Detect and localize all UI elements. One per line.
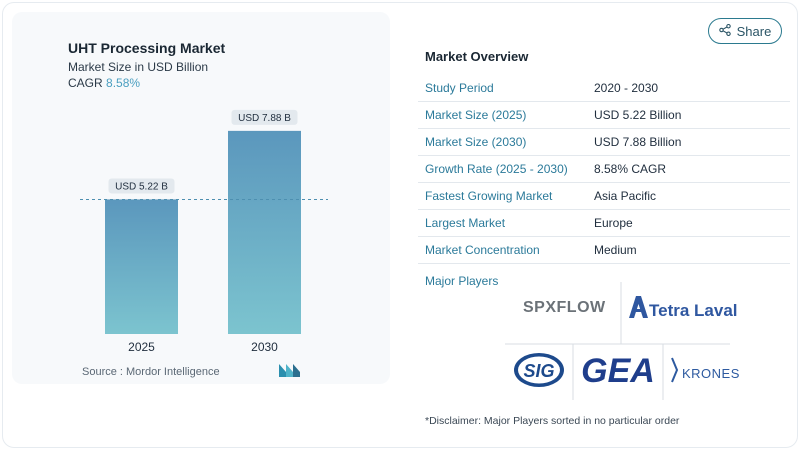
overview-row: Market Concentration Medium xyxy=(418,237,790,264)
chart-subtitle: Market Size in USD Billion xyxy=(68,60,209,74)
overview-label: Largest Market xyxy=(425,216,506,230)
overview-title: Market Overview xyxy=(425,49,529,64)
overview-table: Study Period 2020 - 2030 Market Size (20… xyxy=(418,75,790,264)
overview-value: USD 7.88 Billion xyxy=(594,135,682,149)
chart-title: UHT Processing Market xyxy=(68,40,226,56)
svg-text:KRONES: KRONES xyxy=(682,366,740,381)
value-label-bg xyxy=(108,178,175,194)
spxflow-logo: SPXFLOW xyxy=(523,299,606,316)
chart-card xyxy=(12,12,390,384)
overview-row: Fastest Growing Market Asia Pacific xyxy=(418,183,790,210)
overview-value: Europe xyxy=(594,216,633,230)
share-icon xyxy=(718,23,731,39)
tetra-laval-logo: Tetra Laval xyxy=(629,296,738,320)
bar-2025 xyxy=(105,199,178,334)
bar-chart: USD 5.22 B 2025 USD 7.88 B 2030 xyxy=(80,109,328,354)
major-players-title: Major Players xyxy=(425,274,499,288)
sig-logo: SIG xyxy=(514,353,564,387)
overview-row: Growth Rate (2025 - 2030) 8.58% CAGR xyxy=(418,156,790,183)
svg-text:GEA: GEA xyxy=(581,352,655,390)
share-label: Share xyxy=(736,23,772,39)
value-label: USD 7.88 B xyxy=(238,113,291,124)
bar-2030 xyxy=(228,130,301,334)
overview-label: Market Concentration xyxy=(425,243,540,257)
x-tick-label: 2030 xyxy=(251,340,278,354)
overview-row: Largest Market Europe xyxy=(418,210,790,237)
overview-row: Study Period 2020 - 2030 xyxy=(418,75,790,102)
overview-label: Fastest Growing Market xyxy=(425,189,553,203)
overview-label: Market Size (2030) xyxy=(425,135,527,149)
chart-source: Source : Mordor Intelligence xyxy=(82,366,220,378)
disclaimer: *Disclaimer: Major Players sorted in no … xyxy=(425,415,680,427)
gea-logo: GEA xyxy=(581,352,655,390)
svg-text:Tetra Laval: Tetra Laval xyxy=(649,301,738,320)
krones-logo: KRONES xyxy=(671,357,740,383)
cagr-row: CAGR 8.58% xyxy=(68,76,140,90)
x-tick-label: 2025 xyxy=(128,340,155,354)
svg-text:SPXFLOW: SPXFLOW xyxy=(523,299,606,316)
overview-value: Medium xyxy=(594,243,637,257)
value-label: USD 5.22 B xyxy=(115,181,168,192)
overview-label: Market Size (2025) xyxy=(425,108,527,122)
overview-row: Market Size (2030) USD 7.88 Billion xyxy=(418,129,790,156)
overview-value: 2020 - 2030 xyxy=(594,81,659,95)
svg-text:SIG: SIG xyxy=(523,361,554,381)
overview-row: Market Size (2025) USD 5.22 Billion xyxy=(418,102,790,129)
major-players-logos: SPXFLOW Tetra Laval SIG GEA KRONES xyxy=(505,282,740,400)
overview-value: 8.58% CAGR xyxy=(594,162,667,176)
cagr-label: CAGR xyxy=(68,76,103,90)
overview-value: USD 5.22 Billion xyxy=(594,108,682,122)
share-button[interactable]: Share xyxy=(708,18,782,44)
value-label-bg xyxy=(231,109,298,125)
mordor-logo-icon xyxy=(278,362,302,383)
overview-value: Asia Pacific xyxy=(594,189,657,203)
overview-label: Growth Rate (2025 - 2030) xyxy=(425,162,568,176)
cagr-value: 8.58% xyxy=(106,76,141,90)
overview-label: Study Period xyxy=(425,81,494,95)
